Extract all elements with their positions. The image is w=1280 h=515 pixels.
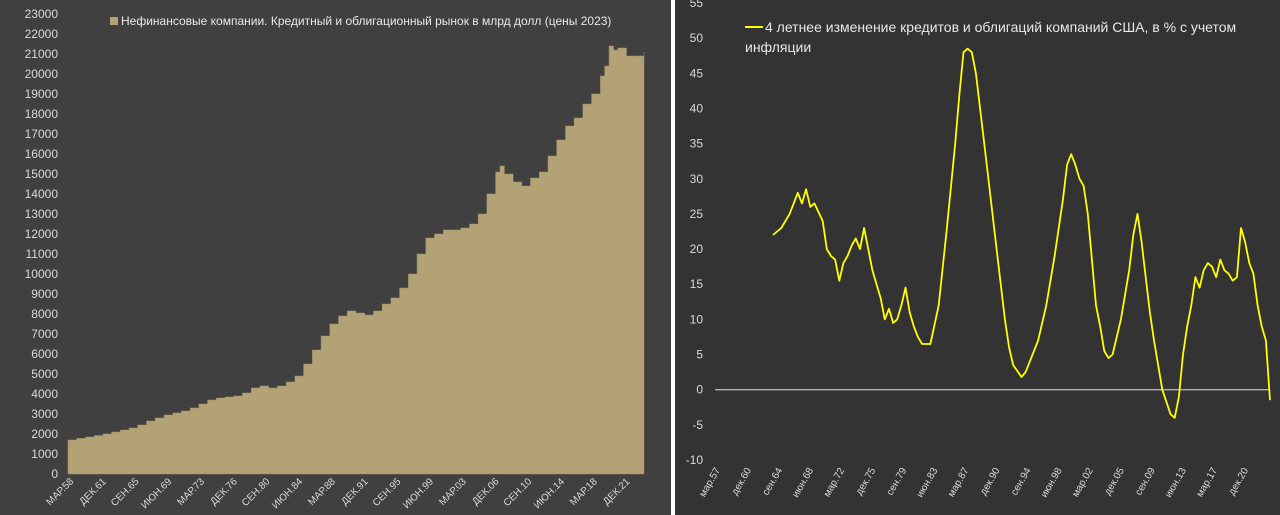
y-tick-label: 23000 bbox=[25, 7, 59, 21]
y-tick-label: 5 bbox=[696, 348, 703, 362]
x-tick-label: июн.98 bbox=[1039, 466, 1065, 500]
y-tick-label: 30 bbox=[690, 172, 704, 186]
y-tick-label: 21000 bbox=[25, 47, 59, 61]
x-tick-label: июн.83 bbox=[915, 466, 941, 500]
y-tick-label: 0 bbox=[51, 467, 58, 481]
y-tick-label: 6000 bbox=[31, 347, 58, 361]
y-tick-label: 20 bbox=[690, 242, 704, 256]
legend: 4 летнее изменение кредитов и облигаций … bbox=[745, 19, 1236, 55]
x-tick-label: МАР.73 bbox=[175, 476, 207, 508]
x-tick-label: сен.64 bbox=[761, 466, 786, 498]
y-tick-label: 18000 bbox=[25, 107, 59, 121]
right-chart-panel: -10 -5 0 5 10 15 20 25 30 35 40 45 50 55 мар.57 дек.60… bbox=[675, 0, 1280, 515]
x-tick-label: СЕН.80 bbox=[240, 476, 273, 509]
y-tick-label: -5 bbox=[692, 418, 703, 432]
x-tick-label: июн.68 bbox=[790, 466, 816, 500]
line-chart: -10 -5 0 5 10 15 20 25 30 35 40 45 50 55 мар.57 дек.60… bbox=[686, 0, 1271, 500]
legend-label: 4 летнее изменение кредитов и облигаций … bbox=[745, 19, 1236, 55]
y-tick-label: 3000 bbox=[31, 407, 58, 421]
x-tick-label: дек.75 bbox=[854, 466, 879, 498]
x-tick-label: ИЮН.84 bbox=[270, 476, 305, 511]
y-tick-label: 15000 bbox=[25, 167, 59, 181]
x-tick-label: МАР.18 bbox=[568, 476, 600, 508]
legend-label: Нефинансовые компании. Кредитный и облиг… bbox=[121, 14, 611, 28]
y-tick-label: 0 bbox=[696, 383, 703, 397]
x-tick-label: МАР.88 bbox=[306, 476, 338, 508]
x-tick-label: ДЕК.21 bbox=[601, 476, 633, 508]
x-tick-label: МАР.58 bbox=[45, 476, 77, 508]
x-tick-label: ИЮН.99 bbox=[401, 476, 436, 511]
x-tick-label: ДЕК.06 bbox=[470, 476, 502, 508]
y-tick-label: 16000 bbox=[25, 147, 59, 161]
y-tick-label: 9000 bbox=[31, 287, 58, 301]
y-tick-label: 12000 bbox=[25, 227, 59, 241]
x-tick-label: ДЕК.76 bbox=[209, 476, 241, 508]
y-tick-label: 14000 bbox=[25, 187, 59, 201]
y-tick-label: 50 bbox=[690, 31, 704, 45]
y-tick-label: 40 bbox=[690, 101, 704, 115]
area-series bbox=[67, 45, 645, 475]
y-axis: -10 -5 0 5 10 15 20 25 30 35 40 45 50 55 bbox=[686, 0, 704, 467]
y-tick-label: 17000 bbox=[25, 127, 59, 141]
x-tick-label: мар.87 bbox=[946, 466, 972, 500]
y-tick-label: 25 bbox=[690, 207, 704, 221]
x-tick-label: мар.72 bbox=[822, 466, 848, 500]
y-tick-label: 8000 bbox=[31, 307, 58, 321]
y-tick-label: 7000 bbox=[31, 327, 58, 341]
y-tick-label: 1000 bbox=[31, 447, 58, 461]
x-tick-label: сен.94 bbox=[1009, 466, 1034, 498]
y-tick-label: 45 bbox=[690, 66, 704, 80]
left-chart-panel: 0 1000 2000 3000 4000 5000 6000 7000 8000 9000 100… bbox=[0, 0, 671, 515]
x-tick-label: мар.17 bbox=[1195, 466, 1221, 500]
y-tick-label: 55 bbox=[690, 0, 704, 10]
x-axis: мар.57 дек.60 сен.64 июн.68 мар.72 дек.75 сен.… bbox=[698, 466, 1252, 500]
y-tick-label: 5000 bbox=[31, 367, 58, 381]
y-tick-label: 35 bbox=[690, 137, 704, 151]
x-tick-label: ИЮН.69 bbox=[139, 476, 174, 511]
y-tick-label: 10000 bbox=[25, 267, 59, 281]
y-tick-label: 20000 bbox=[25, 67, 59, 81]
legend-swatch bbox=[110, 17, 118, 25]
y-tick-label: 19000 bbox=[25, 87, 59, 101]
y-axis: 0 1000 2000 3000 4000 5000 6000 7000 8000 9000 100… bbox=[25, 7, 59, 481]
x-tick-label: МАР.03 bbox=[437, 476, 469, 508]
y-tick-label: 10 bbox=[690, 312, 704, 326]
x-tick-label: ИЮН.14 bbox=[532, 476, 567, 511]
x-tick-label: дек.05 bbox=[1102, 466, 1127, 498]
y-tick-label: 4000 bbox=[31, 387, 58, 401]
y-tick-label: 11000 bbox=[26, 247, 59, 261]
x-tick-label: дек.60 bbox=[730, 466, 755, 498]
x-tick-label: мар.57 bbox=[698, 466, 724, 500]
y-tick-label: 2000 bbox=[31, 427, 58, 441]
x-tick-label: сен.79 bbox=[885, 466, 910, 498]
y-tick-label: -10 bbox=[686, 453, 704, 467]
x-tick-label: июн.13 bbox=[1163, 466, 1189, 500]
x-tick-label: СЕН.95 bbox=[371, 476, 404, 509]
x-tick-label: ДЕК.61 bbox=[78, 476, 110, 508]
y-tick-label: 22000 bbox=[25, 27, 59, 41]
x-tick-label: мар.02 bbox=[1070, 466, 1096, 500]
line-series bbox=[772, 47, 1271, 419]
x-tick-label: сен.09 bbox=[1133, 466, 1158, 498]
y-tick-label: 15 bbox=[690, 277, 704, 291]
legend: Нефинансовые компании. Кредитный и облиг… bbox=[110, 14, 611, 28]
x-tick-label: ДЕК.91 bbox=[339, 476, 371, 508]
y-tick-label: 13000 bbox=[25, 207, 59, 221]
x-tick-label: СЕН.10 bbox=[502, 476, 535, 509]
x-tick-label: дек.20 bbox=[1227, 466, 1252, 498]
area-chart: 0 1000 2000 3000 4000 5000 6000 7000 8000 9000 100… bbox=[25, 7, 645, 511]
x-tick-label: дек.90 bbox=[978, 466, 1003, 498]
x-tick-label: СЕН.65 bbox=[109, 476, 142, 509]
